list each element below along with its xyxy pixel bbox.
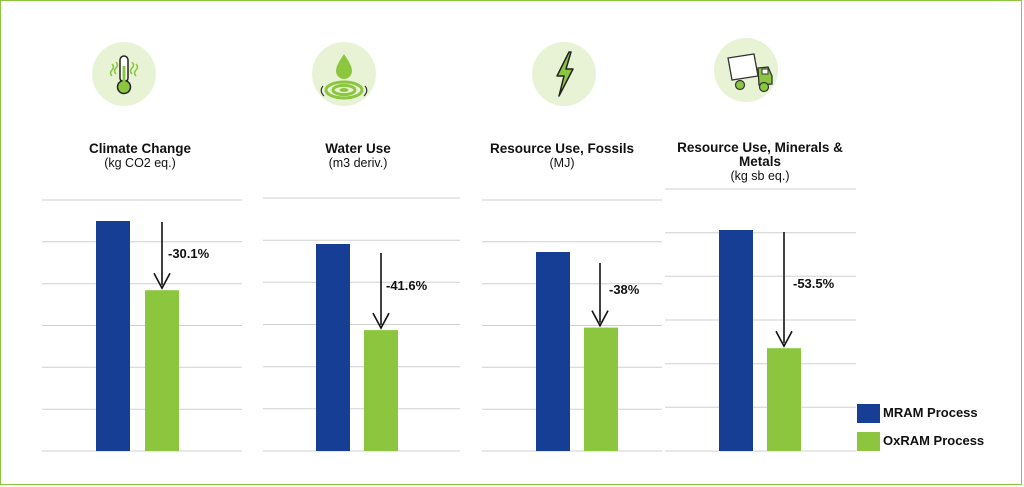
change-label: -38% xyxy=(609,282,640,297)
change-label: -41.6% xyxy=(386,278,428,293)
chart-unit-text: (kg sb eq.) xyxy=(730,169,790,183)
legend-label-oxram: OxRAM Process xyxy=(883,433,985,448)
chart-unit-text: (m3 deriv.) xyxy=(328,156,388,170)
water-drop-icon xyxy=(320,54,368,100)
bar-oxram xyxy=(584,327,618,451)
water-icon-badge xyxy=(312,42,376,106)
lightning-bolt-icon xyxy=(556,51,574,97)
chart-title-minerals: Resource Use, Minerals & Metals (kg sb e… xyxy=(670,140,850,184)
bar-oxram xyxy=(145,290,179,451)
thermometer-icon xyxy=(109,55,139,95)
climate-icon-badge xyxy=(92,42,156,106)
bar-mram xyxy=(316,244,350,451)
legend-swatch-mram xyxy=(857,404,880,423)
bar-mram xyxy=(96,221,130,451)
chart-title-fossils: Resource Use, Fossils (MJ) xyxy=(462,141,662,171)
change-label: -30.1% xyxy=(168,246,210,261)
legend-label-mram: MRAM Process xyxy=(883,405,978,420)
minerals-icon-badge xyxy=(714,38,778,102)
chart-title-text: Resource Use, Minerals & Metals xyxy=(677,140,843,169)
bar-oxram xyxy=(767,348,801,451)
chart-title-text: Water Use xyxy=(325,141,391,156)
fossils-icon-badge xyxy=(532,42,596,106)
change-label: -53.5% xyxy=(793,276,835,291)
chart-unit-text: (kg CO2 eq.) xyxy=(104,156,176,170)
chart-unit-text: (MJ) xyxy=(549,156,575,170)
chart-title-text: Resource Use, Fossils xyxy=(489,141,635,156)
bar-mram xyxy=(719,230,753,451)
bar-oxram xyxy=(364,330,398,451)
legend-swatch-oxram xyxy=(857,432,880,451)
change-arrowhead xyxy=(591,310,609,328)
bar-mram xyxy=(536,252,570,451)
chart-title-water-use: Water Use (m3 deriv.) xyxy=(258,141,458,171)
change-arrowhead xyxy=(775,330,793,348)
dump-truck-icon xyxy=(727,53,773,93)
change-arrowhead xyxy=(372,312,390,330)
change-arrowhead xyxy=(153,272,171,290)
chart-title-climate-change: Climate Change (kg CO2 eq.) xyxy=(40,141,240,171)
chart-title-text: Climate Change xyxy=(88,141,192,156)
